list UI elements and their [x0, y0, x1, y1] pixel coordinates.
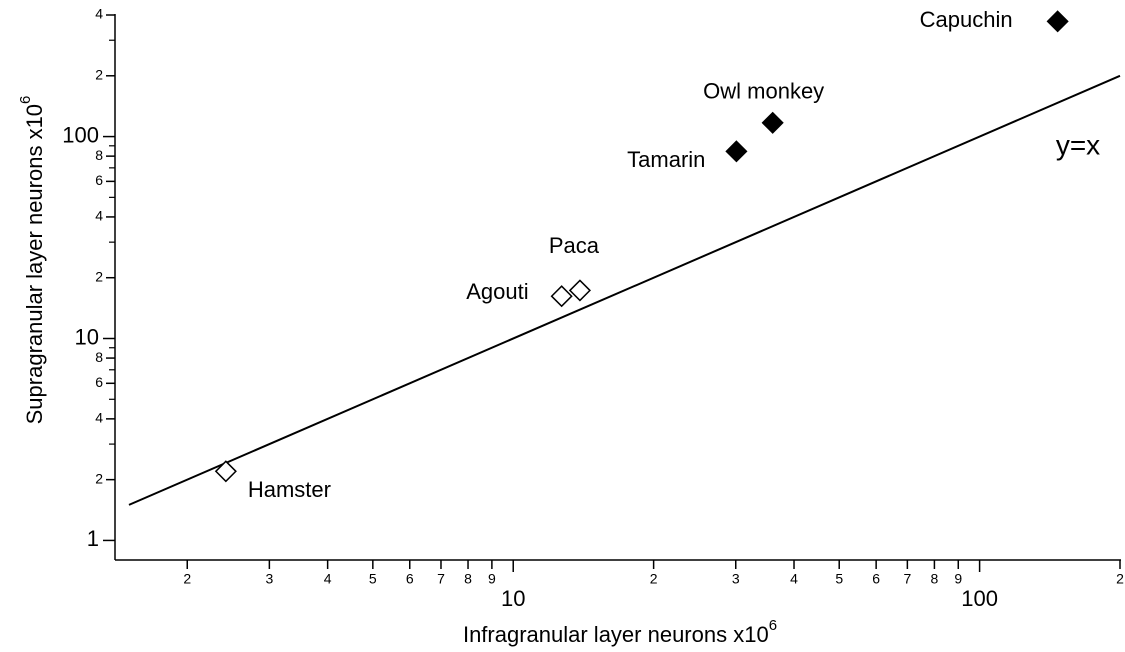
x-tick-label: 7: [437, 571, 445, 587]
y-tick-label: 2: [95, 66, 103, 82]
y-axis-title-text: Supragranular layer neurons x10: [22, 104, 47, 424]
x-tick-label: 5: [835, 571, 843, 587]
point-label: Paca: [549, 233, 600, 258]
x-tick-label: 9: [488, 571, 496, 587]
x-tick-label: 4: [324, 571, 332, 587]
x-tick-label: 10: [501, 586, 525, 611]
x-tick-label: 7: [903, 571, 911, 587]
y-tick-label: 6: [95, 172, 103, 188]
y-tick-label: 2: [95, 268, 103, 284]
x-tick-label: 2: [1116, 571, 1124, 587]
x-axis-title-text: Infragranular layer neurons x10: [463, 622, 769, 647]
reference-line-label: y=x: [1056, 129, 1100, 160]
y-tick-label: 1: [87, 526, 99, 551]
point-label: Owl monkey: [703, 79, 824, 104]
data-point: [214, 460, 237, 483]
x-tick-label: 2: [650, 571, 658, 587]
y-tick-label: 100: [62, 122, 99, 147]
data-point: [568, 279, 591, 302]
y-tick-label: 4: [95, 208, 103, 224]
point-label: Agouti: [466, 279, 528, 304]
x-tick-label: 6: [406, 571, 414, 587]
y-tick-label: 10: [75, 324, 99, 349]
data-point: [1046, 10, 1069, 33]
x-tick-label: 8: [464, 571, 472, 587]
y-axis-title: Supragranular layer neurons x106: [17, 96, 47, 425]
point-label: Tamarin: [627, 147, 705, 172]
x-tick-label: 3: [732, 571, 740, 587]
y-tick-label: 8: [95, 147, 103, 163]
data-point: [725, 140, 748, 163]
point-label: Capuchin: [920, 7, 1013, 32]
x-tick-label: 3: [265, 571, 273, 587]
x-tick-label: 2: [183, 571, 191, 587]
data-point: [550, 285, 573, 308]
y-tick-label: 2: [95, 470, 103, 486]
x-axis-title: Infragranular layer neurons x106: [463, 617, 777, 647]
x-tick-label: 100: [961, 586, 998, 611]
x-tick-label: 5: [369, 571, 377, 587]
x-tick-label: 9: [954, 571, 962, 587]
y-tick-label: 6: [95, 374, 103, 390]
y-tick-label: 4: [95, 6, 103, 22]
reference-line: [128, 74, 1121, 506]
data-point: [761, 111, 784, 134]
x-axis-title-exponent: 6: [769, 617, 777, 634]
point-label: Hamster: [248, 477, 331, 502]
x-tick-label: 4: [790, 571, 798, 587]
x-tick-label: 8: [931, 571, 939, 587]
y-tick-label: 4: [95, 410, 103, 426]
y-tick-label: 8: [95, 349, 103, 365]
y-axis-title-exponent: 6: [17, 96, 34, 104]
x-tick-label: 6: [872, 571, 880, 587]
